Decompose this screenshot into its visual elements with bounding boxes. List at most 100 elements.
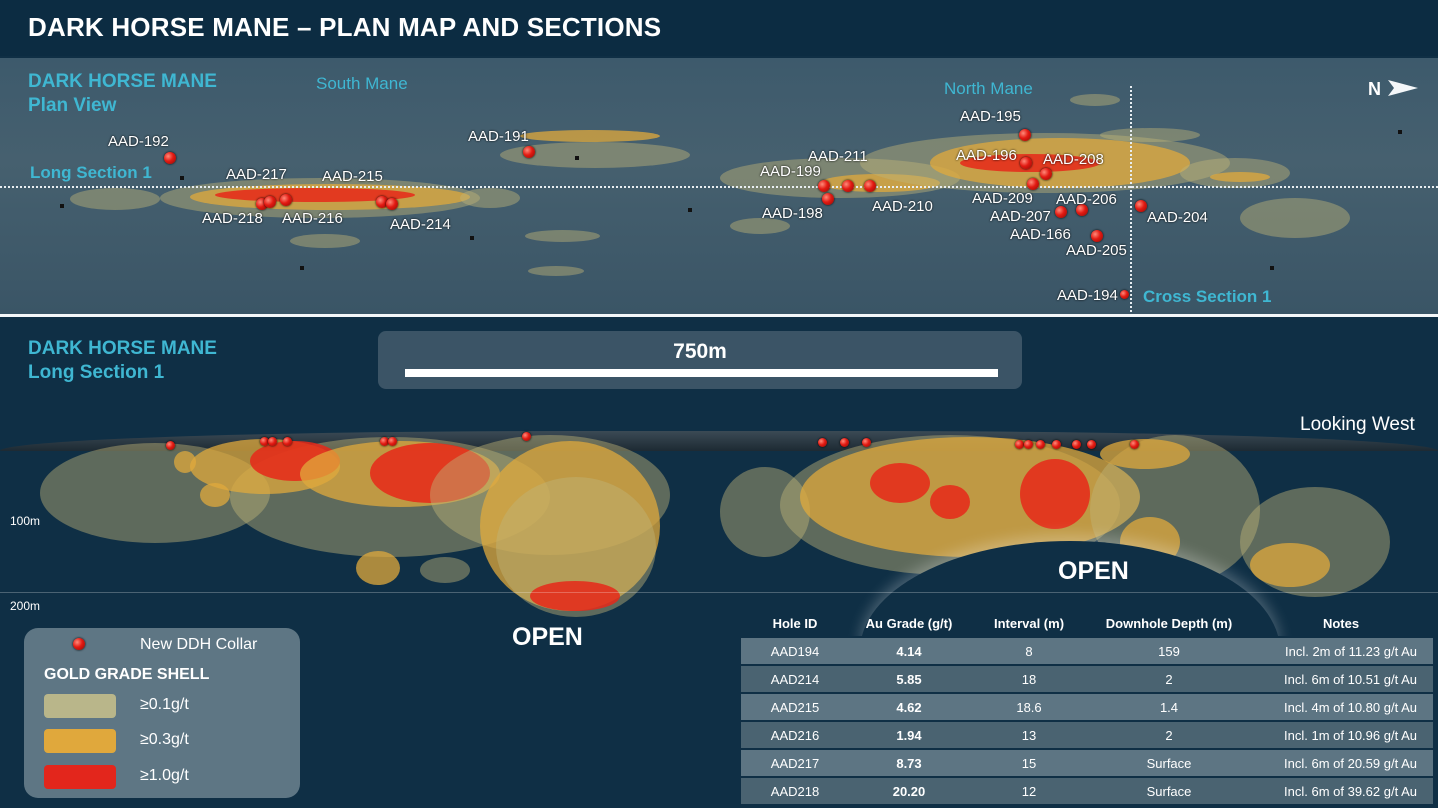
legend-title: GOLD GRADE SHELL [44, 666, 210, 683]
plan-view-title: DARK HORSE MANE [28, 71, 217, 92]
long-section-line [0, 186, 1438, 188]
grade-shell [870, 463, 930, 503]
cell-depth: Surface [1089, 776, 1249, 804]
collar-marker [822, 193, 834, 205]
cell-notes: Incl. 1m of 10.96 g/t Au [1249, 720, 1433, 749]
page-title: DARK HORSE MANE – PLAN MAP AND SECTIONS [28, 12, 662, 42]
cell-notes: Incl. 6m of 10.51 g/t Au [1249, 664, 1433, 693]
hole-label: AAD-216 [282, 210, 343, 227]
panel-divider [0, 314, 1438, 317]
cell-depth: 2 [1089, 664, 1249, 693]
grade-shell [530, 581, 620, 611]
collar-marker [376, 196, 388, 208]
drill-hole-marker [180, 176, 184, 180]
collar-marker [1020, 157, 1032, 169]
legend: New DDH Collar GOLD GRADE SHELL ≥0.1g/t … [24, 628, 300, 798]
collar-marker [264, 196, 276, 208]
grade-shell [1210, 172, 1270, 182]
cell-depth: 159 [1089, 636, 1249, 665]
cross-section-label: Cross Section 1 [1143, 287, 1272, 306]
scale-label: 750m [673, 340, 727, 363]
drill-results-table: Hole ID Au Grade (g/t) Interval (m) Down… [741, 610, 1433, 804]
legend-swatch-high [44, 765, 116, 789]
hole-label: AAD-198 [762, 205, 823, 222]
cell-notes: Incl. 6m of 39.62 g/t Au [1249, 776, 1433, 804]
legend-label-mid: ≥0.3g/t [140, 731, 189, 748]
hole-label: AAD-217 [226, 166, 287, 183]
cell-depth: 2 [1089, 720, 1249, 749]
grade-shell [730, 218, 790, 234]
cell-notes: Incl. 2m of 11.23 g/t Au [1249, 636, 1433, 665]
hole-label: AAD-191 [468, 128, 529, 145]
drill-hole-marker [1270, 266, 1274, 270]
table-row: AAD214 5.85 18 2 Incl. 6m of 10.51 g/t A… [741, 664, 1433, 693]
depth-label-200m: 200m [10, 599, 41, 613]
long-section-title: DARK HORSE MANE [28, 338, 217, 359]
drill-hole-marker [575, 156, 579, 160]
collar-marker [522, 432, 531, 441]
hole-label: AAD-211 [808, 148, 868, 165]
collar-marker [1072, 440, 1081, 449]
collar-marker [1055, 206, 1067, 218]
long-section-subtitle: Long Section 1 [28, 362, 165, 383]
grade-shell [1240, 198, 1350, 238]
collar-marker [1135, 200, 1147, 212]
hole-label: AAD-195 [960, 108, 1021, 125]
cross-section-line [1130, 86, 1132, 312]
cell-interval: 15 [969, 748, 1089, 777]
grade-shell [370, 443, 490, 503]
cell-hole-id: AAD215 [741, 692, 849, 721]
collar-marker [386, 198, 398, 210]
grade-shell [200, 483, 230, 507]
collar-marker [1015, 440, 1024, 449]
collar-marker [1024, 440, 1033, 449]
table-row: AAD217 8.73 15 Surface Incl. 6m of 20.59… [741, 748, 1433, 777]
cell-notes: Incl. 4m of 10.80 g/t Au [1249, 692, 1433, 721]
grade-shell [1020, 459, 1090, 529]
cell-au-grade: 5.85 [849, 664, 969, 693]
collar-marker [268, 437, 277, 446]
legend-label-low: ≥0.1g/t [140, 696, 189, 713]
grade-shell [525, 230, 600, 242]
grade-shell [930, 485, 970, 519]
cell-au-grade: 8.73 [849, 748, 969, 777]
looking-direction-label: Looking West [1300, 414, 1415, 435]
hole-label: AAD-210 [872, 198, 933, 215]
cell-interval: 18.6 [969, 692, 1089, 721]
cell-au-grade: 1.94 [849, 720, 969, 749]
cell-hole-id: AAD218 [741, 776, 849, 804]
north-label: N [1368, 79, 1381, 99]
collar-marker [166, 441, 175, 450]
depth-label-100m: 100m [10, 514, 41, 528]
header-hole-id: Hole ID [772, 615, 818, 631]
collar-marker [1091, 230, 1103, 242]
collar-marker [1036, 440, 1045, 449]
scale-bar-box: 750m [378, 331, 1022, 389]
collar-marker [1076, 204, 1088, 216]
grade-shell [70, 188, 160, 210]
collar-marker [1027, 178, 1039, 190]
hole-label: AAD-206 [1056, 191, 1117, 208]
cell-depth: Surface [1089, 748, 1249, 777]
south-mane-label: South Mane [316, 74, 408, 93]
hole-label: AAD-215 [322, 168, 383, 185]
legend-swatch-low [44, 694, 116, 718]
hole-label: AAD-218 [202, 210, 263, 227]
hole-label: AAD-194 [1057, 287, 1118, 304]
hole-label: AAD-204 [1147, 209, 1208, 226]
collar-marker [1130, 440, 1139, 449]
collar-marker [388, 437, 397, 446]
collar-marker [862, 438, 871, 447]
table-row: AAD215 4.62 18.6 1.4 Incl. 4m of 10.80 g… [741, 692, 1433, 721]
drill-hole-marker [60, 204, 64, 208]
hole-label: AAD-196 [956, 147, 1017, 164]
long-section-label: Long Section 1 [30, 163, 152, 182]
plan-view-subtitle: Plan View [28, 95, 117, 116]
title-bar: DARK HORSE MANE – PLAN MAP AND SECTIONS [0, 0, 1438, 56]
collar-marker [1019, 129, 1031, 141]
collar-marker [864, 180, 876, 192]
collar-marker [1120, 290, 1129, 299]
hole-label: AAD-209 [972, 190, 1033, 207]
grade-shell [290, 234, 360, 248]
header-downhole-depth: Downhole Depth (m) [1105, 615, 1233, 631]
